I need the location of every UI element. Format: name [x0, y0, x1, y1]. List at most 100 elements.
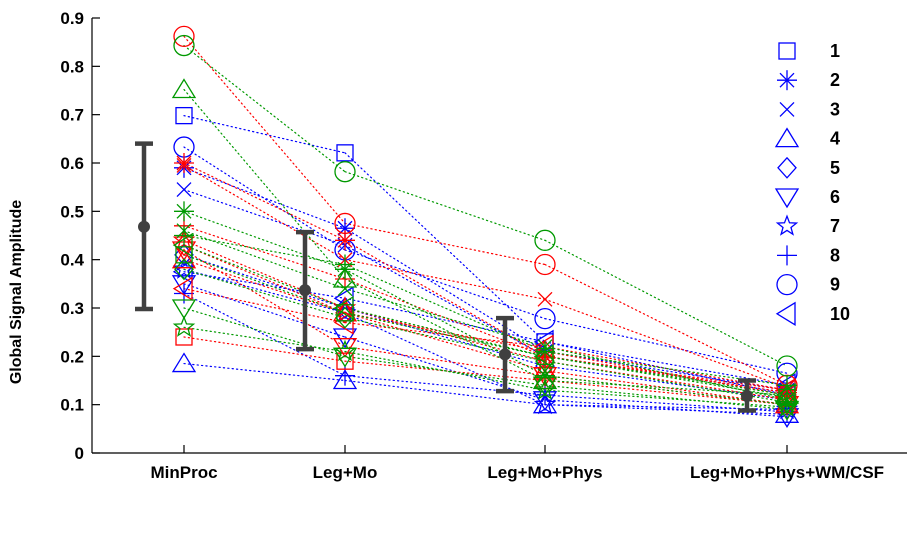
y-tick-label: 0.1 — [60, 396, 84, 415]
connector-line — [344, 317, 546, 362]
legend-label: 7 — [830, 216, 840, 236]
legend-marker-x — [779, 101, 795, 117]
legend-label: 3 — [830, 99, 840, 119]
connector-line — [344, 346, 546, 377]
connector-line — [544, 355, 788, 396]
connector-line — [344, 259, 546, 300]
legend-label: 2 — [830, 70, 840, 90]
connector-line — [344, 278, 546, 382]
data-point-circle — [334, 212, 356, 235]
connector-line — [544, 298, 788, 389]
legend-marker-diamond — [777, 156, 797, 179]
data-point-plus — [335, 254, 355, 275]
data-point-star — [533, 378, 557, 400]
connector-lines — [183, 35, 788, 418]
connector-line — [544, 341, 788, 386]
legend-marker-asterisk — [777, 70, 797, 91]
data-point-triangle-down — [171, 275, 197, 296]
y-tick-label: 0.4 — [60, 251, 84, 270]
legend-marker-triangle-down — [774, 188, 800, 209]
legend-label: 5 — [830, 158, 840, 178]
data-point-circle — [334, 161, 356, 183]
connector-line — [544, 350, 788, 391]
data-point-triangle-left — [775, 382, 796, 408]
connector-line — [183, 225, 346, 280]
connector-line — [183, 35, 346, 225]
data-point-asterisk — [174, 153, 194, 173]
connector-line — [344, 360, 546, 382]
data-point-diamond — [174, 243, 194, 266]
connector-line — [183, 88, 346, 280]
connector-line — [183, 146, 346, 251]
y-tick-label: 0.8 — [60, 57, 84, 76]
connector-line — [183, 271, 346, 299]
data-point-triangle-up — [332, 267, 358, 288]
data-point-circle — [776, 355, 798, 377]
data-point-asterisk — [174, 201, 194, 222]
axes: 0 0.1 0.2 0.3 0.4 0.5 0.6 0.7 0.8 0.9 MinProc Leg+M… — [60, 9, 907, 482]
legend-label: 4 — [830, 129, 840, 149]
data-point-square — [175, 106, 193, 125]
connector-line — [183, 292, 346, 377]
data-point-x — [176, 182, 192, 198]
connector-line — [183, 167, 346, 229]
connector-line — [183, 210, 346, 270]
data-point-diamond — [777, 391, 797, 414]
connector-line — [544, 346, 788, 391]
data-point-triangle-up — [532, 369, 558, 390]
connector-line — [344, 239, 546, 357]
data-point-star — [172, 257, 196, 279]
connector-line — [344, 297, 546, 343]
x-tick-label: MinProc — [150, 463, 217, 482]
connector-line — [544, 404, 788, 411]
connector-line — [183, 162, 346, 241]
connector-line — [344, 312, 546, 357]
connector-line — [544, 404, 788, 415]
legend-label: 8 — [830, 245, 840, 265]
connector-line — [344, 312, 546, 372]
data-point-triangle-up — [171, 248, 197, 269]
x-tick-label: Leg+Mo+Phys — [487, 463, 602, 482]
connector-line — [183, 164, 346, 261]
mean-marker — [741, 389, 753, 402]
data-point-asterisk — [335, 230, 355, 251]
legend-marker-square — [778, 42, 796, 60]
data-point-diamond — [335, 301, 355, 324]
data-point-square — [336, 144, 354, 162]
legend-label: 6 — [830, 187, 840, 207]
data-point-star — [333, 339, 357, 362]
data-point-diamond — [535, 350, 555, 373]
connector-line — [544, 318, 788, 374]
connector-line — [344, 244, 546, 357]
connector-line — [544, 399, 788, 418]
data-point-triangle-down — [171, 299, 197, 320]
connector-line — [183, 283, 346, 338]
data-point-star — [172, 315, 196, 337]
connector-line — [544, 263, 788, 386]
data-point-circle — [173, 25, 195, 48]
y-tick-label: 0.3 — [60, 299, 84, 318]
y-tick-label: 0.9 — [60, 9, 84, 28]
connector-line — [344, 312, 546, 406]
data-point-triangle-left — [333, 295, 354, 321]
data-point-plus — [535, 341, 555, 362]
connector-line — [344, 249, 546, 320]
mean-marker — [138, 220, 150, 233]
connector-line — [183, 288, 346, 324]
connector-line — [183, 188, 346, 246]
data-point-star — [533, 392, 557, 415]
y-tick-label: 0 — [75, 444, 84, 463]
connector-line — [344, 307, 546, 367]
x-tick-label: Leg+Mo — [313, 463, 378, 482]
connector-line — [344, 278, 546, 357]
data-point-triangle-up — [171, 78, 197, 99]
connector-line — [183, 44, 346, 173]
connector-line — [344, 307, 546, 357]
y-axis-label: Global Signal Amplitude — [8, 200, 25, 384]
data-point-x — [337, 281, 353, 297]
data-point-triangle-left — [533, 344, 554, 369]
data-point-triangle-up — [532, 393, 558, 414]
data-point-triangle-left — [172, 259, 193, 284]
data-point-triangle-left — [172, 276, 193, 301]
connector-line — [544, 360, 788, 403]
